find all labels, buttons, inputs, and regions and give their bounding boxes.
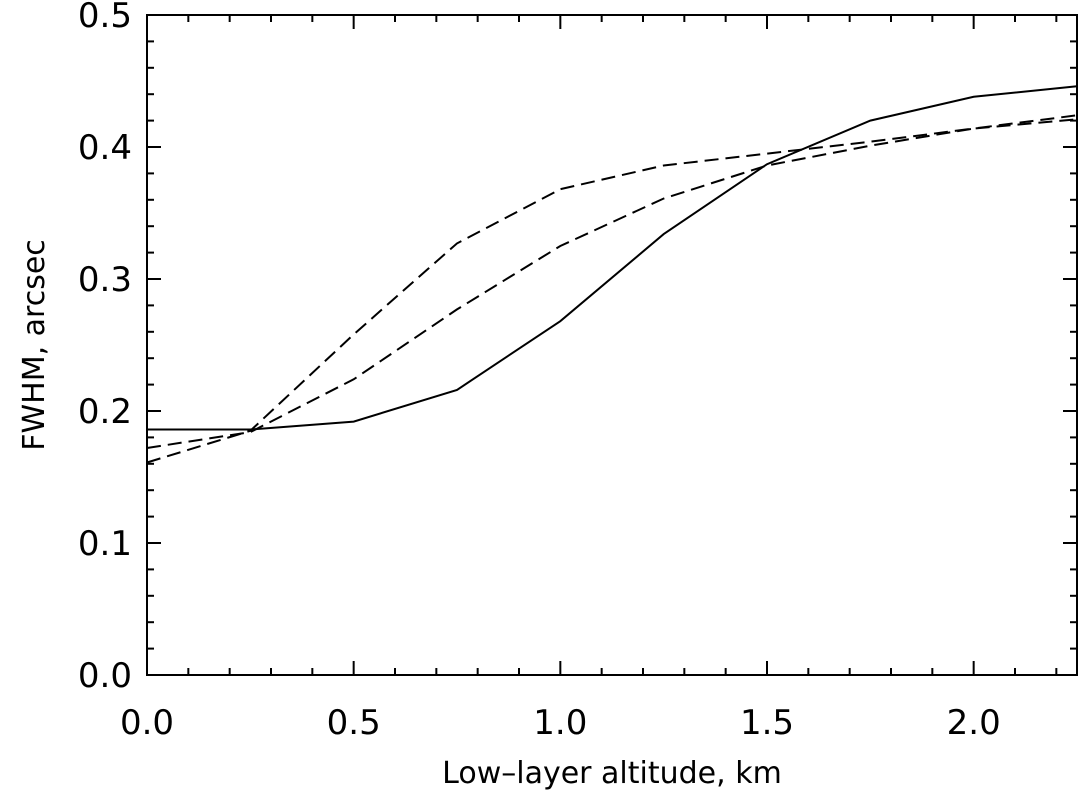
x-tick-label: 0.0 [120,703,174,743]
series-line-1-solid [147,85,1078,431]
x-tick-label: 1.5 [740,703,794,743]
x-tick-label: 1.0 [533,703,587,743]
y-tick-label: 0.5 [78,0,132,36]
series-line-3-dashed [146,114,1078,449]
x-tick-label: 2.0 [947,703,1001,743]
plot-frame [146,14,1078,676]
y-axis-title: FWHM, arcsec [17,239,52,451]
y-tick-label: 0.0 [78,656,132,696]
plot-series [146,85,1078,464]
y-tick-label: 0.1 [78,524,132,564]
y-tick-label: 0.4 [78,128,132,168]
y-tick-label: 0.2 [78,392,132,432]
x-axis-title: Low–layer altitude, km [442,756,782,791]
x-tick-label: 0.5 [327,703,381,743]
axis-ticks [146,14,1077,676]
tick-labels: 0.0 0.5 1.0 1.5 2.0 0.0 0.1 0.2 0.3 0.4 0.5 [78,0,1001,743]
y-tick-label: 0.3 [78,260,132,300]
series-line-2-dashed [146,118,1078,464]
